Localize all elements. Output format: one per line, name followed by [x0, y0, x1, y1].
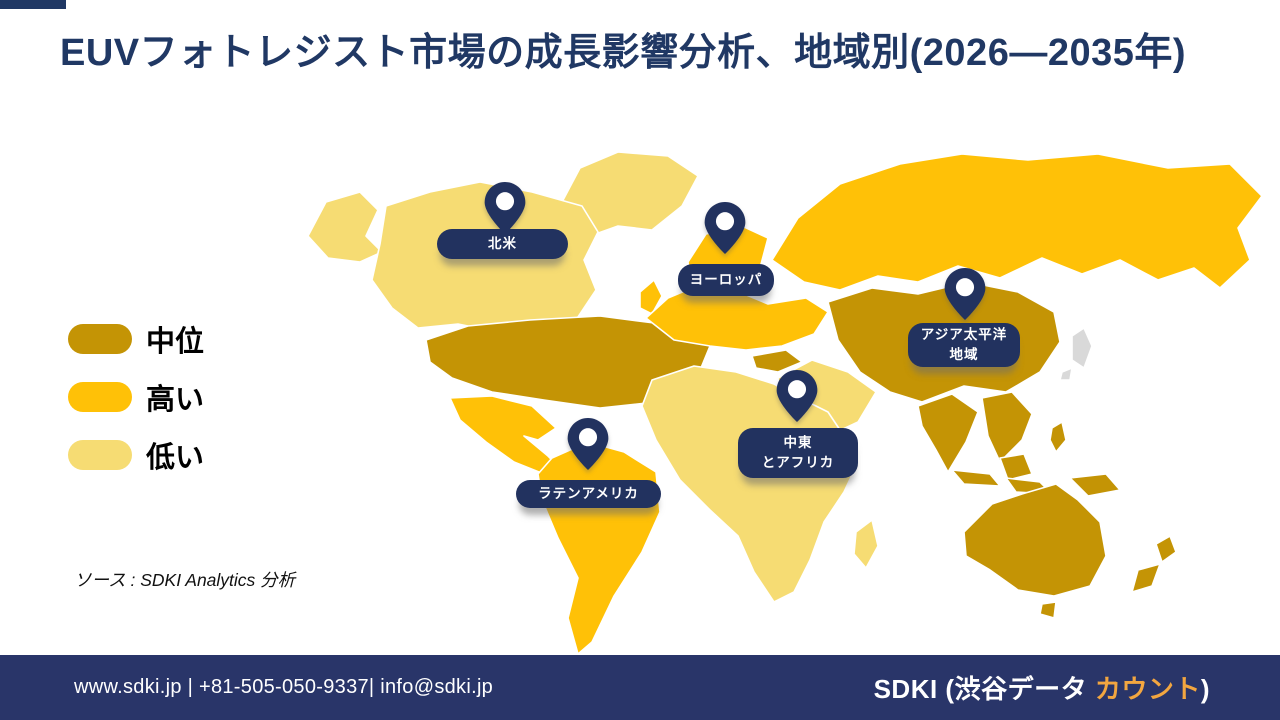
legend-label-low: 低い — [146, 442, 205, 474]
region-label-europe: ヨーロッパ — [678, 264, 774, 296]
map-madagascar — [853, 519, 879, 569]
map-tasmania — [1039, 601, 1057, 619]
map-japan-south — [1059, 367, 1073, 381]
region-label-text: とアフリカ — [761, 455, 835, 470]
map-uk — [639, 279, 663, 315]
map-turkey — [751, 349, 803, 373]
legend-item-medium: 中位 — [68, 318, 204, 360]
legend-item-low: 低い — [68, 434, 204, 476]
legend-item-high: 高い — [68, 376, 204, 418]
region-label-text: 地域 — [949, 347, 979, 362]
pin-europe — [704, 202, 746, 254]
corner-accent-bar — [0, 0, 66, 9]
legend: 中位 高い 低い — [68, 318, 204, 492]
pin-latin-america — [567, 418, 609, 470]
pin-asia-pacific — [944, 268, 986, 320]
page-title: EUVフォトレジスト市場の成長影響分析、地域別(2026—2035年) — [60, 32, 1187, 74]
map-south-america — [537, 441, 661, 655]
region-label-north-america: 北米 — [437, 229, 568, 259]
map-mexico-central-america — [449, 395, 563, 475]
map-alaska — [307, 191, 383, 263]
pin-middle-east-africa — [776, 370, 818, 422]
map-australia — [963, 483, 1107, 597]
map-indochina — [981, 391, 1033, 463]
map-sumatra-java — [951, 469, 1001, 487]
region-label-text: アジア太平洋 — [920, 327, 1008, 343]
region-label-text: 北米 — [488, 236, 517, 252]
region-label-text: 中東 — [783, 435, 813, 451]
map-papua — [1069, 473, 1121, 497]
map-philippines — [1049, 421, 1067, 453]
brand-prefix: SDKI (渋谷データ — [873, 674, 1095, 704]
region-label-asia-pacific: アジア太平洋 地域 — [908, 323, 1020, 367]
region-label-latin-america: ラテンアメリカ — [516, 480, 661, 508]
map-new-zealand-north — [1155, 535, 1177, 563]
footer-contact: www.sdki.jp | +81-505-050-9337| info@sdk… — [74, 676, 494, 698]
legend-label-medium: 中位 — [146, 326, 205, 358]
map-japan — [1071, 327, 1093, 369]
map-borneo — [999, 453, 1033, 481]
legend-label-high: 高い — [146, 384, 205, 416]
map-new-zealand-south — [1131, 563, 1161, 593]
brand-accent: カウント — [1094, 674, 1201, 704]
region-label-text: ラテンアメリカ — [538, 486, 639, 502]
footer-bar: www.sdki.jp | +81-505-050-9337| info@sdk… — [0, 655, 1280, 720]
legend-swatch-medium — [68, 324, 132, 354]
region-label-text: ヨーロッパ — [689, 272, 763, 288]
legend-swatch-low — [68, 440, 132, 470]
region-label-middle-east-africa: 中東 とアフリカ — [738, 428, 858, 478]
map-russia — [771, 153, 1263, 291]
footer-brand: SDKI (渋谷データ カウント) — [874, 669, 1210, 706]
pin-north-america — [484, 182, 526, 234]
legend-swatch-high — [68, 382, 132, 412]
brand-suffix: ) — [1200, 674, 1210, 704]
map-india — [917, 393, 979, 473]
source-note: ソース : SDKI Analytics 分析 — [74, 570, 296, 590]
